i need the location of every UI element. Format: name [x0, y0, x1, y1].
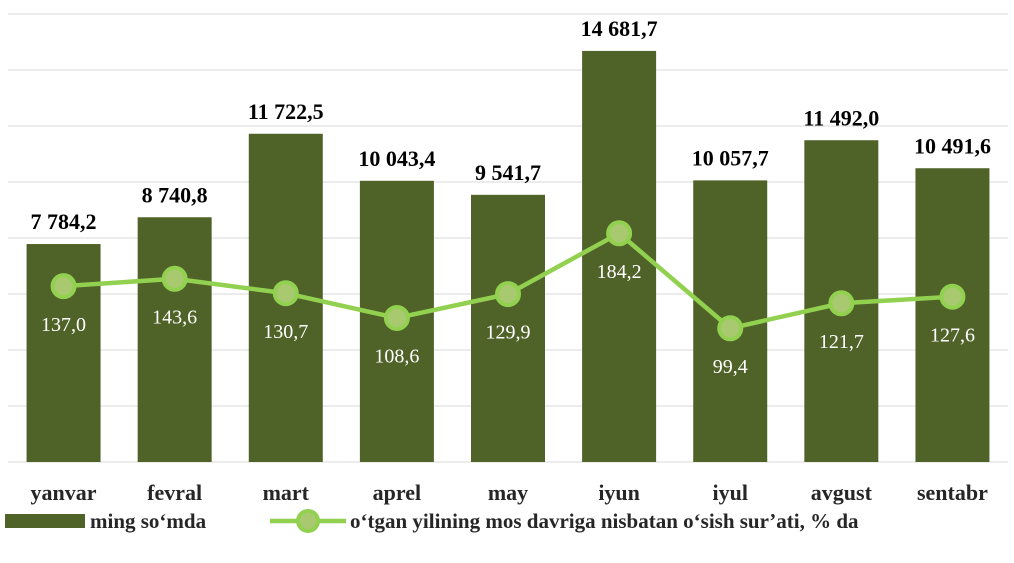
bar [915, 168, 990, 462]
legend-label: ming so‘mda [90, 509, 207, 533]
bar-value-label: 10 057,7 [692, 145, 769, 170]
line-marker [50, 273, 77, 300]
line-marker [939, 283, 966, 310]
line-value-label: 137,0 [41, 314, 86, 336]
line-marker [272, 280, 299, 307]
line-value-label: 127,6 [930, 324, 975, 346]
bar-value-label: 10 043,4 [358, 146, 435, 171]
bar-value-label: 10 491,6 [914, 133, 991, 158]
legend-swatch [296, 509, 320, 533]
line-marker [161, 265, 188, 292]
line-value-label: 121,7 [819, 331, 864, 353]
bar-value-label: 11 492,0 [803, 105, 879, 130]
line-marker [495, 281, 521, 308]
line-marker [606, 220, 633, 247]
x-tick-label: avgust [811, 480, 873, 505]
x-tick-label: may [488, 480, 528, 505]
line-marker [828, 290, 855, 317]
bar-value-label: 11 722,5 [248, 99, 324, 124]
line-value-label: 184,2 [597, 261, 642, 283]
bar-value-label: 7 784,2 [31, 209, 97, 234]
x-tick-label: aprel [373, 480, 421, 505]
bar [137, 217, 212, 462]
line-marker [717, 315, 744, 342]
x-tick-label: iyun [598, 480, 640, 505]
bar [471, 194, 545, 462]
legend-label: o‘tgan yilining mos davriga nisbatan o‘s… [350, 509, 859, 533]
x-tick-label: iyul [712, 480, 747, 505]
line-value-label: 108,6 [374, 346, 419, 368]
x-tick-label: sentabr [917, 480, 988, 505]
legend-swatch [5, 514, 85, 528]
line-value-label: 143,6 [152, 306, 197, 328]
x-tick-label: mart [263, 480, 310, 505]
x-tick-label: yanvar [31, 480, 97, 505]
line-value-label: 130,7 [263, 321, 308, 343]
bar-value-label: 8 740,8 [142, 182, 208, 207]
line-value-label: 99,4 [713, 356, 748, 378]
line-marker [383, 304, 410, 331]
bar-value-label: 14 681,7 [581, 16, 658, 41]
line-value-label: 129,9 [486, 322, 531, 344]
bar-value-label: 9 541,7 [475, 160, 541, 185]
x-tick-label: fevral [147, 480, 202, 505]
